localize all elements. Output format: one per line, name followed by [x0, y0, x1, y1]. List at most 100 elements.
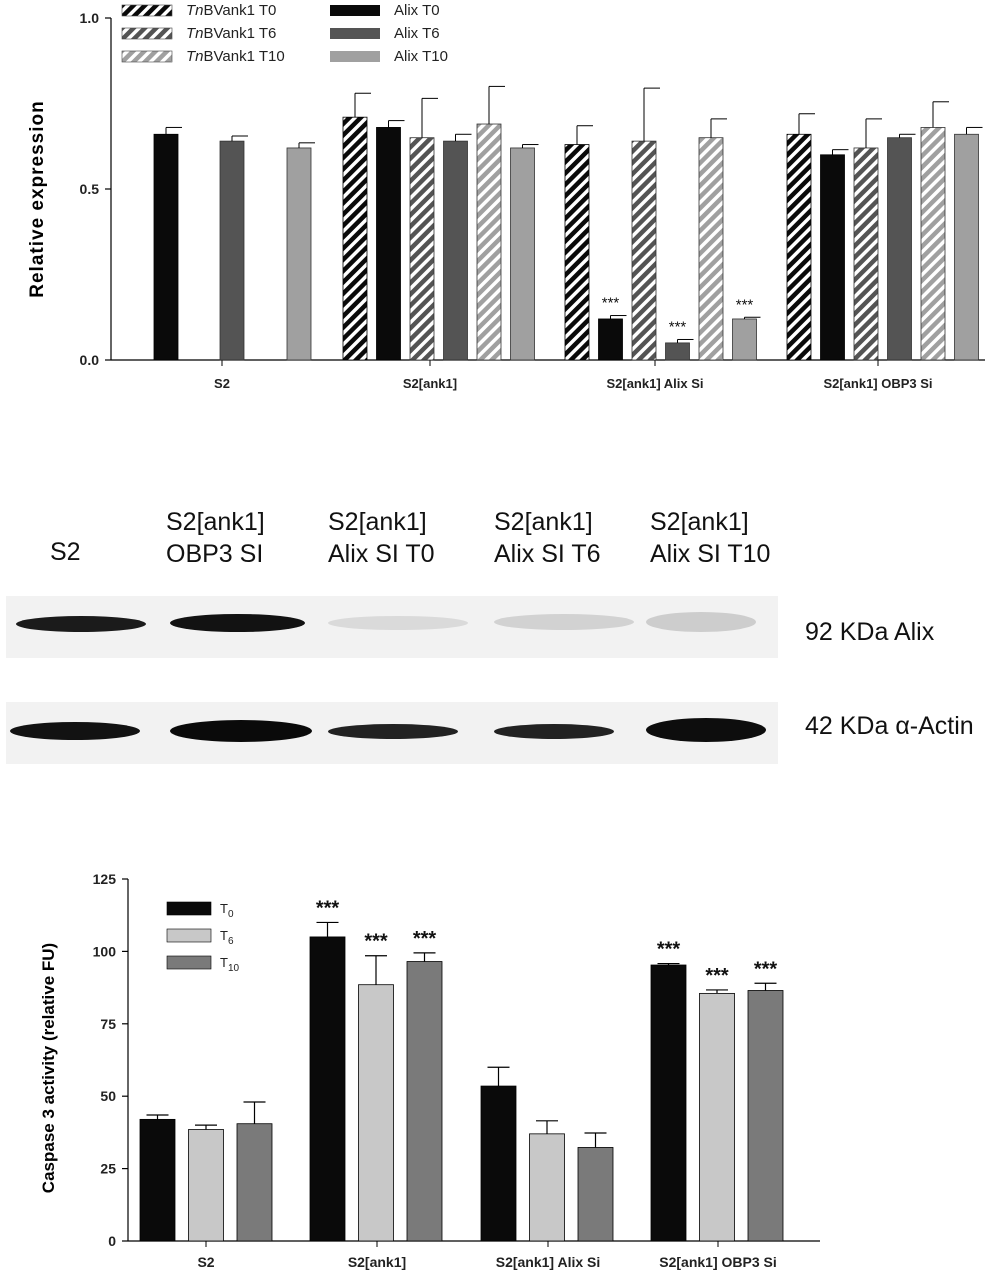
legend-swatch [166, 928, 212, 943]
legend-swatch [166, 955, 212, 970]
lane-label-line1: S2[ank1] [328, 508, 427, 536]
band-actin-lane3 [328, 724, 458, 739]
y-tick-label: 0.0 [80, 352, 100, 368]
legend-label: Alix T6 [394, 25, 440, 42]
band-alix-lane2 [170, 614, 305, 632]
bar [286, 147, 312, 361]
bar [853, 147, 879, 361]
lane-label-alix-t6: S2[ank1] Alix SI T6 [494, 506, 601, 570]
legend-label-text: Alix T0 [394, 2, 440, 19]
legend-label: Alix T10 [394, 48, 448, 65]
bar [219, 140, 245, 361]
legend-label-subscript: 6 [228, 936, 234, 947]
bar [376, 127, 401, 361]
legend-label-text: BVank1 T10 [204, 48, 285, 65]
bar [650, 964, 687, 1242]
lane-label-line2: Alix SI T6 [494, 540, 601, 568]
bar [747, 990, 784, 1242]
significance-label: *** [657, 939, 681, 961]
band-actin-lane4 [494, 724, 614, 739]
relative-expression-chart: 0.0 0.5 1.0 Relative expression S2 S2[ank1] S2… [27, 2, 985, 391]
legend-label-text: T [220, 928, 228, 943]
legend-label-text: Alix T10 [394, 48, 448, 65]
x-tick-label: S2 [214, 376, 230, 391]
legend-label: T10 [220, 955, 240, 974]
bar [188, 1129, 224, 1242]
legend-swatch [121, 27, 173, 40]
bar [529, 1133, 565, 1242]
legend-label: TnBVank1 T0 [186, 2, 276, 19]
bar [698, 137, 724, 361]
y-tick-label: 125 [93, 871, 117, 887]
legend-label-text: Alix T6 [394, 25, 440, 42]
chart2-bars: *** *** *** *** *** *** [139, 897, 784, 1242]
chart1-bars: *** *** *** [153, 85, 983, 361]
bar [564, 144, 590, 361]
band-alix-lane4 [494, 614, 634, 630]
y-axis-label: Relative expression [27, 100, 48, 297]
band-actin-lane2 [170, 720, 312, 742]
y-tick-label: 50 [100, 1088, 116, 1104]
significance-label: *** [316, 897, 340, 919]
bar [887, 137, 912, 361]
lane-label-line2: Alix SI T0 [328, 540, 435, 568]
significance-label: *** [754, 958, 778, 980]
lane-label-line1: S2[ank1] [494, 508, 593, 536]
y-tick-label: 0.5 [80, 181, 100, 197]
bar [139, 1118, 176, 1242]
x-tick-label: S2[ank1] OBP3 Si [823, 376, 932, 391]
legend-label-italic: Tn [186, 25, 204, 42]
legend-label-subscript: 0 [228, 909, 234, 920]
legend-label: TnBVank1 T6 [186, 25, 276, 42]
blot-strip-alix [6, 596, 778, 658]
bar [342, 116, 368, 361]
legend-swatch [330, 28, 380, 39]
legend-swatch [121, 4, 173, 17]
y-tick-label: 100 [93, 943, 117, 959]
significance-label: *** [705, 965, 729, 987]
significance-label: *** [413, 928, 437, 950]
legend-swatch [330, 51, 380, 62]
legend-label-italic: Tn [186, 2, 204, 19]
bar [954, 133, 979, 361]
x-tick-label: S2[ank1] Alix Si [606, 376, 703, 391]
band-alix-lane1 [16, 616, 146, 632]
lane-label-alix-t0: S2[ank1] Alix SI T0 [328, 506, 435, 570]
legend-label-text: T [220, 901, 228, 916]
bar [699, 992, 735, 1242]
legend-label-italic: Tn [186, 48, 204, 65]
bar [631, 140, 657, 361]
bar [577, 1147, 614, 1242]
bar [358, 984, 394, 1242]
significance-label: *** [669, 318, 687, 335]
chart1-axes: 0.0 0.5 1.0 Relative expression S2 S2[ank1] S2… [27, 10, 985, 391]
x-tick-label: S2[ank1] [348, 1254, 406, 1270]
lane-label-line2: OBP3 SI [166, 540, 264, 568]
lane-label-alix-t10: S2[ank1] Alix SI T10 [650, 506, 770, 570]
band-actin-lane1 [10, 722, 140, 740]
lane-label-line2: Alix SI T10 [650, 540, 771, 568]
y-tick-label: 0 [108, 1233, 116, 1249]
x-tick-label: S2[ank1] OBP3 Si [659, 1254, 777, 1270]
bar [153, 133, 179, 361]
legend-label: T0 [220, 901, 234, 920]
y-axis-label: Caspase 3 activity (relative FU) [39, 943, 58, 1193]
significance-label: *** [736, 296, 754, 313]
legend-label-text: BVank1 T6 [204, 25, 277, 42]
y-tick-label: 75 [100, 1016, 116, 1032]
legend-label: TnBVank1 T10 [186, 48, 285, 65]
legend-label-text: T [220, 955, 228, 970]
bar [598, 318, 623, 361]
lane-label-line1: S2 [50, 538, 81, 566]
legend-label-text: BVank1 T0 [204, 2, 277, 19]
legend-label: Alix T0 [394, 2, 440, 19]
legend-swatch [330, 5, 380, 16]
bar [236, 1123, 273, 1242]
legend-label: T6 [220, 928, 234, 947]
bar [309, 936, 346, 1242]
y-tick-label: 1.0 [80, 10, 100, 26]
bar [786, 133, 812, 361]
x-tick-label: S2[ank1] Alix Si [496, 1254, 601, 1270]
